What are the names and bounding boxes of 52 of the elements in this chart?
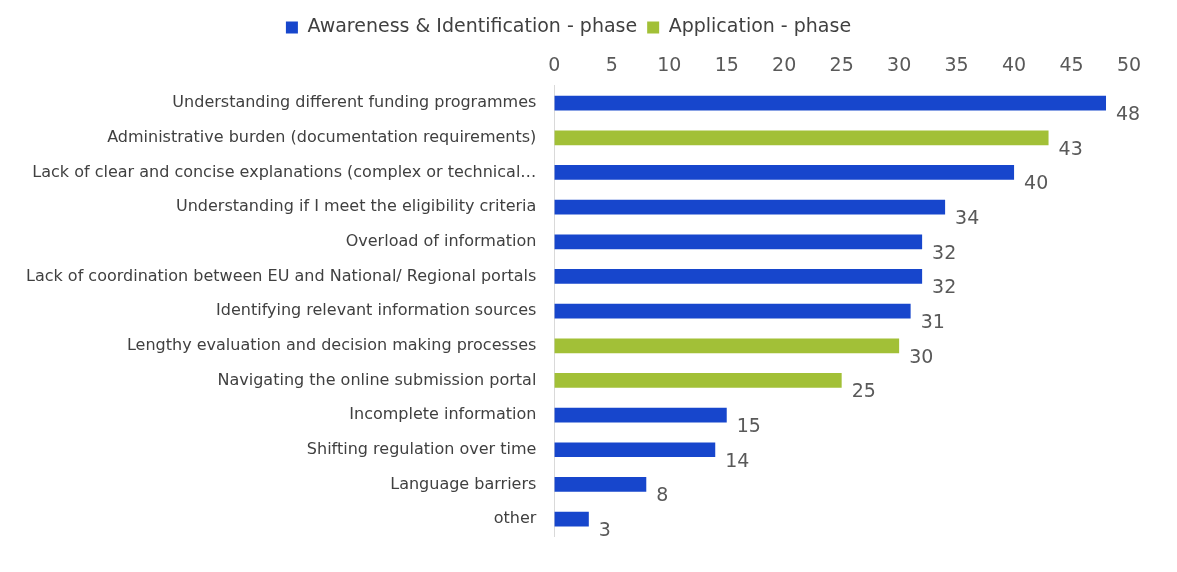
x-tick-label: 25 [829,53,854,76]
data-label: 25 [851,379,876,402]
data-label: 31 [920,310,945,333]
y-tick-label: Identifying relevant information sources [216,300,537,320]
data-label: 32 [932,240,957,263]
x-tick-label: 20 [772,53,797,76]
bar [554,199,946,215]
y-tick-label: Language barriers [390,473,537,493]
x-tick-label: 30 [887,53,912,76]
data-label: 34 [955,206,980,229]
x-tick-label: 35 [944,53,969,76]
x-tick-label: 45 [1059,53,1084,76]
data-label: 32 [932,275,957,298]
y-tick-label: Understanding if I meet the eligibility criteria [175,196,537,216]
x-tick-label: 50 [1116,53,1142,76]
y-tick-label: Shifting regulation over time [306,438,537,458]
data-label: 15 [736,414,761,437]
x-tick-label: 5 [605,53,618,76]
y-tick-label: Administrative burden (documentation requirements) [107,126,537,146]
bar [554,477,647,492]
y-tick-label: other [493,508,537,528]
bar [554,442,716,458]
bar [554,234,923,250]
y-tick-label: Overload of information [345,230,537,250]
y-tick-label: Incomplete information [349,404,537,424]
legend-label: Application - phase [668,14,852,37]
bar [554,269,923,284]
y-tick-label: Navigating the online submission portal [217,369,537,389]
y-tick-label: Lengthy evaluation and decision making processes [126,334,537,354]
x-tick-label: 15 [714,53,739,76]
data-label: 14 [725,448,750,471]
bar [554,407,727,423]
bar [554,338,900,354]
data-label: 30 [909,344,934,367]
x-tick-label: 10 [657,53,682,76]
bar [554,165,1015,180]
y-tick-label: Lack of coordination between EU and National/ Regional portals [25,265,537,285]
data-label: 40 [1024,171,1049,194]
y-tick-label: Lack of clear and concise explanations (complex or technical… [32,161,537,181]
bar [554,130,1049,146]
x-tick-label: 0 [548,53,561,76]
bar [554,511,589,527]
bar [554,303,911,319]
bar [554,373,842,388]
bar [554,95,1107,111]
y-tick-label: Understanding different funding programmes [172,92,537,112]
x-tick-label: 40 [1001,53,1027,76]
data-label: 48 [1116,102,1141,125]
legend-label: Awareness & Identification - phase [307,14,638,37]
data-label: 3 [598,518,611,541]
data-label: 43 [1058,136,1083,159]
data-label: 8 [656,483,669,506]
